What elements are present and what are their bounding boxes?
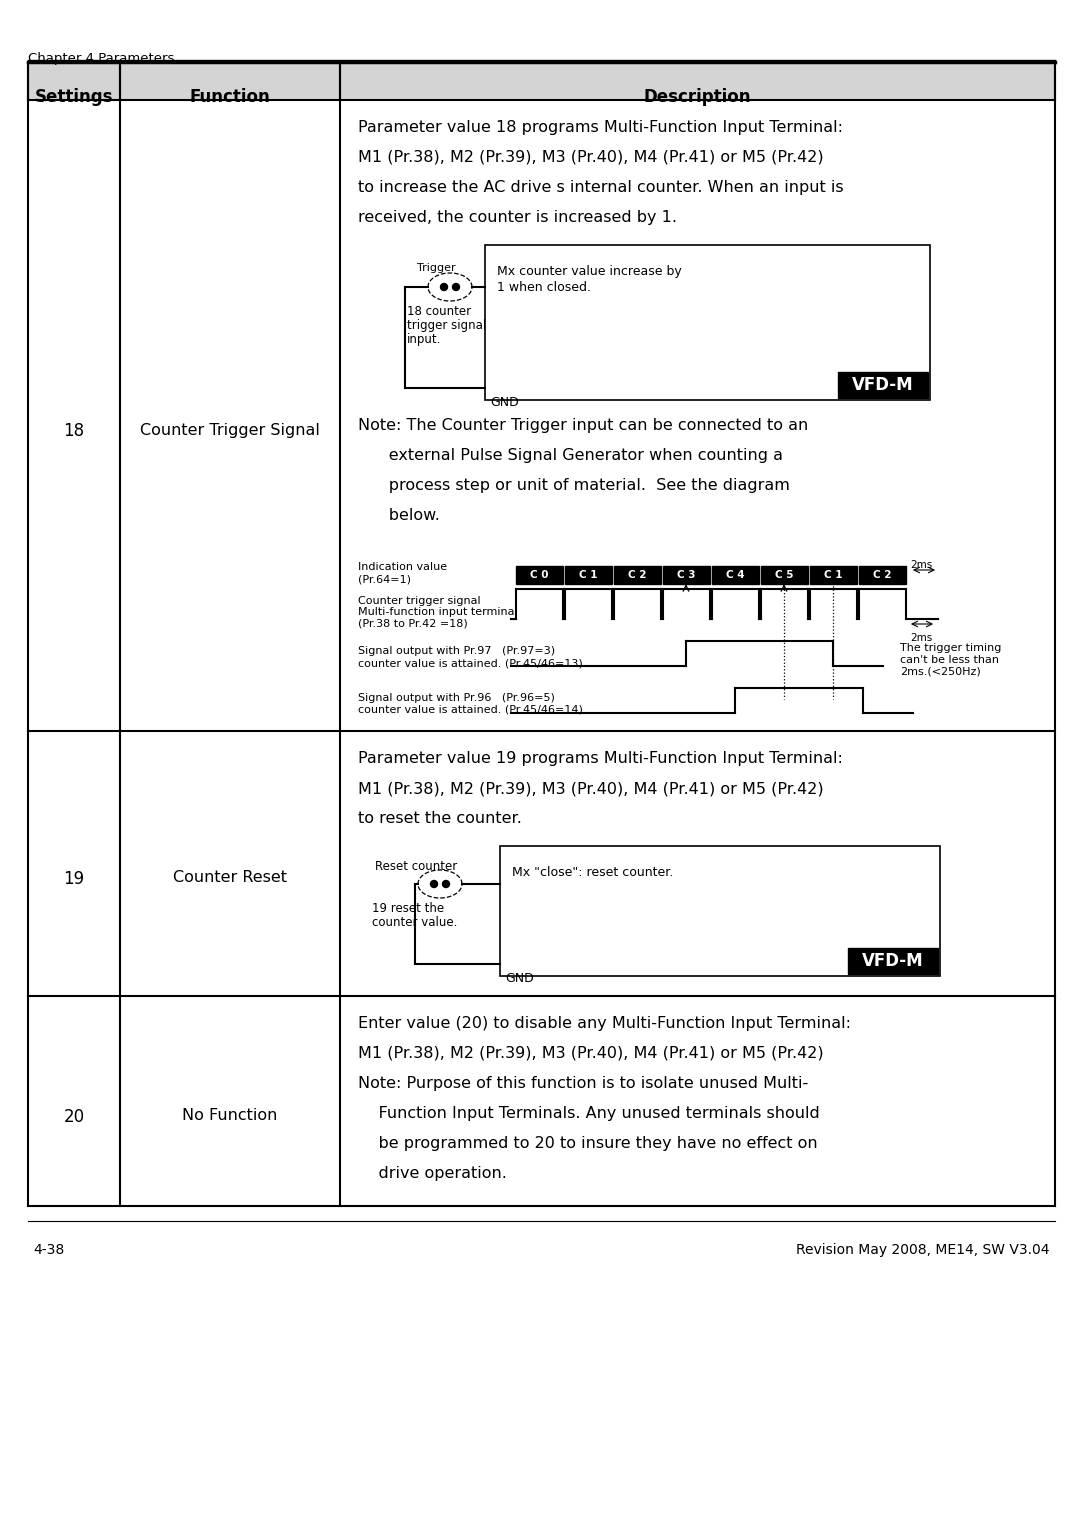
- Text: Counter Reset: Counter Reset: [173, 870, 287, 885]
- Bar: [28, 61, 1055, 100]
- Text: counter value is attained. (Pr.45/46=14): counter value is attained. (Pr.45/46=14): [357, 706, 583, 715]
- Text: Signal output with Pr.96   (Pr.96=5): Signal output with Pr.96 (Pr.96=5): [357, 693, 555, 703]
- Text: below.: below.: [357, 508, 440, 523]
- Text: M1 (Pr.38), M2 (Pr.39), M3 (Pr.40), M4 (Pr.41) or M5 (Pr.42): M1 (Pr.38), M2 (Pr.39), M3 (Pr.40), M4 (…: [357, 781, 824, 796]
- Text: 2ms: 2ms: [910, 634, 932, 643]
- Text: Counter Trigger Signal: Counter Trigger Signal: [140, 422, 320, 437]
- Text: 1 when closed.: 1 when closed.: [497, 281, 591, 295]
- Bar: [500, 845, 940, 976]
- Text: C 0: C 0: [530, 571, 549, 580]
- Text: Note: Purpose of this function is to isolate unused Multi-: Note: Purpose of this function is to iso…: [357, 1075, 808, 1091]
- Text: Counter trigger signal: Counter trigger signal: [357, 597, 481, 606]
- Text: C 5: C 5: [775, 571, 794, 580]
- Text: C 2: C 2: [874, 571, 892, 580]
- Bar: [663, 566, 710, 584]
- Text: drive operation.: drive operation.: [357, 1166, 507, 1181]
- Text: C 3: C 3: [677, 571, 696, 580]
- Text: Multi-function input terminal: Multi-function input terminal: [357, 607, 517, 617]
- Text: to reset the counter.: to reset the counter.: [357, 811, 522, 825]
- Text: (Pr.64=1): (Pr.64=1): [357, 574, 411, 584]
- Bar: [712, 566, 759, 584]
- Text: 18: 18: [64, 422, 84, 440]
- Text: (Pr.38 to Pr.42 =18): (Pr.38 to Pr.42 =18): [357, 618, 468, 627]
- Text: Description: Description: [644, 87, 752, 106]
- Text: Indication value: Indication value: [357, 561, 447, 572]
- Text: C 1: C 1: [579, 571, 597, 580]
- Text: Note: The Counter Trigger input can be connected to an: Note: The Counter Trigger input can be c…: [357, 417, 808, 433]
- Text: GND: GND: [490, 396, 518, 410]
- Text: Parameter value 18 programs Multi-Function Input Terminal:: Parameter value 18 programs Multi-Functi…: [357, 120, 843, 135]
- Text: M1 (Pr.38), M2 (Pr.39), M3 (Pr.40), M4 (Pr.41) or M5 (Pr.42): M1 (Pr.38), M2 (Pr.39), M3 (Pr.40), M4 (…: [357, 1046, 824, 1062]
- Text: 19: 19: [64, 870, 84, 888]
- Circle shape: [443, 881, 449, 888]
- Text: 2ms: 2ms: [910, 560, 932, 571]
- Text: 4-38: 4-38: [33, 1243, 64, 1256]
- Text: Signal output with Pr.97   (Pr.97=3): Signal output with Pr.97 (Pr.97=3): [357, 646, 555, 657]
- Text: No Function: No Function: [183, 1108, 278, 1123]
- Bar: [565, 566, 612, 584]
- Text: Mx "close": reset counter.: Mx "close": reset counter.: [512, 867, 673, 879]
- Bar: [615, 566, 661, 584]
- Circle shape: [431, 881, 437, 888]
- Text: to increase the AC drive s internal counter. When an input is: to increase the AC drive s internal coun…: [357, 179, 843, 195]
- Bar: [810, 566, 858, 584]
- Circle shape: [441, 284, 447, 290]
- Bar: [485, 245, 930, 400]
- Text: be programmed to 20 to insure they have no effect on: be programmed to 20 to insure they have …: [357, 1137, 818, 1150]
- Text: GND: GND: [505, 973, 534, 985]
- Text: input.: input.: [407, 333, 442, 347]
- Text: 18 counter: 18 counter: [407, 305, 471, 318]
- Text: Mx counter value increase by: Mx counter value increase by: [497, 265, 681, 278]
- Text: trigger signal: trigger signal: [407, 319, 486, 331]
- Text: process step or unit of material.  See the diagram: process step or unit of material. See th…: [357, 479, 789, 492]
- Text: Chapter 4 Parameters: Chapter 4 Parameters: [28, 52, 174, 64]
- Text: Reset counter: Reset counter: [375, 861, 457, 873]
- Text: VFD-M: VFD-M: [852, 376, 914, 394]
- Text: C 4: C 4: [726, 571, 745, 580]
- Text: C 1: C 1: [824, 571, 842, 580]
- Text: Function: Function: [190, 87, 270, 106]
- Text: counter value.: counter value.: [372, 916, 457, 930]
- Bar: [761, 566, 808, 584]
- Bar: [838, 373, 928, 397]
- Text: 2ms.(<250Hz): 2ms.(<250Hz): [900, 667, 981, 676]
- Text: 19 reset the: 19 reset the: [372, 902, 444, 914]
- Text: Function Input Terminals. Any unused terminals should: Function Input Terminals. Any unused ter…: [357, 1106, 820, 1121]
- Text: counter value is attained. (Pr.45/46=13): counter value is attained. (Pr.45/46=13): [357, 658, 583, 667]
- Text: Enter value (20) to disable any Multi-Function Input Terminal:: Enter value (20) to disable any Multi-Fu…: [357, 1016, 851, 1031]
- Text: VFD-M: VFD-M: [862, 953, 923, 969]
- Text: Settings: Settings: [35, 87, 113, 106]
- Circle shape: [453, 284, 459, 290]
- Text: Parameter value 19 programs Multi-Function Input Terminal:: Parameter value 19 programs Multi-Functi…: [357, 752, 842, 765]
- Bar: [516, 566, 563, 584]
- Text: received, the counter is increased by 1.: received, the counter is increased by 1.: [357, 210, 677, 225]
- Bar: [859, 566, 906, 584]
- Text: C 2: C 2: [629, 571, 647, 580]
- Text: external Pulse Signal Generator when counting a: external Pulse Signal Generator when cou…: [357, 448, 783, 463]
- Text: Trigger: Trigger: [417, 262, 456, 273]
- Text: Revision May 2008, ME14, SW V3.04: Revision May 2008, ME14, SW V3.04: [797, 1243, 1050, 1256]
- Bar: [848, 948, 939, 974]
- Text: can't be less than: can't be less than: [900, 655, 999, 666]
- Text: The trigger timing: The trigger timing: [900, 643, 1001, 653]
- Text: M1 (Pr.38), M2 (Pr.39), M3 (Pr.40), M4 (Pr.41) or M5 (Pr.42): M1 (Pr.38), M2 (Pr.39), M3 (Pr.40), M4 (…: [357, 150, 824, 166]
- Text: 20: 20: [64, 1108, 84, 1126]
